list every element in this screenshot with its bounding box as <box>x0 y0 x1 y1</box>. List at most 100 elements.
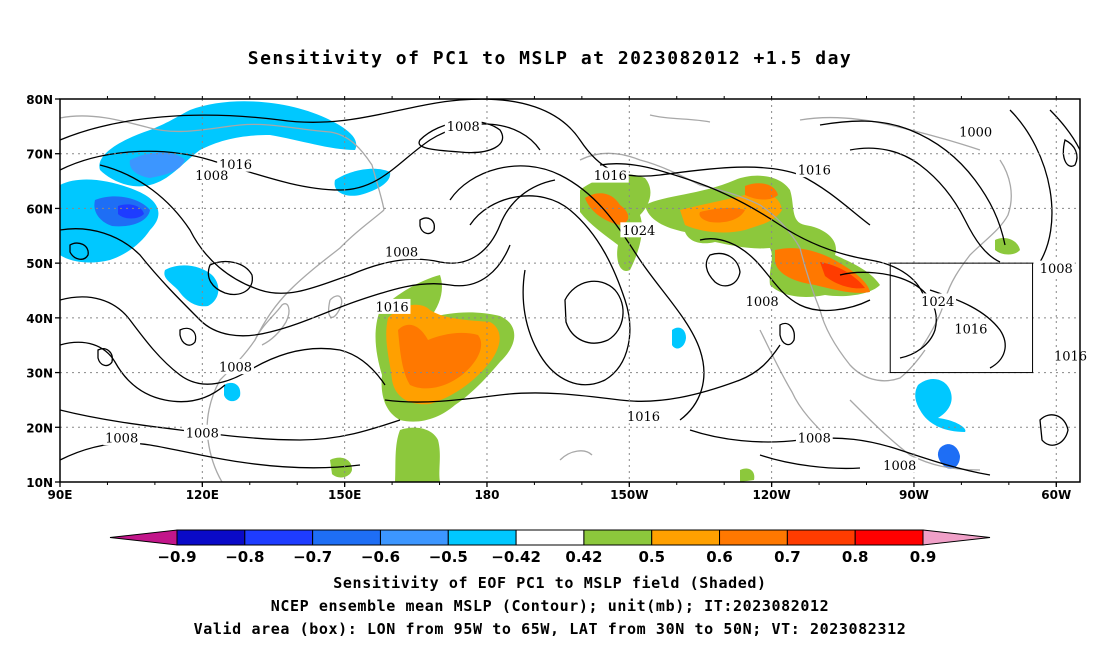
footer-line-2: NCEP ensemble mean MSLP (Contour); unit(… <box>270 597 830 615</box>
contour-label: 1016 <box>594 169 627 184</box>
contour-label-bg <box>881 457 919 473</box>
valid-area-box <box>889 262 1034 374</box>
colorbar-label: −0.9 <box>157 548 196 566</box>
contour-label-bg <box>743 293 781 309</box>
positive-red-great-lakes <box>820 262 865 289</box>
colorbar-high-triangle <box>922 529 991 546</box>
colorbar-label: 0.7 <box>774 548 801 566</box>
lon-tick-label: 90W <box>899 488 929 502</box>
positive-small-atlantic <box>740 468 755 482</box>
positive-small-dateline <box>330 457 352 478</box>
contour-label: 1016 <box>376 300 409 315</box>
lon-tick-label: 120W <box>752 488 790 502</box>
contour-label-bg <box>373 298 411 314</box>
colorbar-segment <box>651 529 721 546</box>
lat-tick-label: 20N <box>26 421 53 435</box>
colorbar-segment <box>176 529 246 546</box>
contour-label: 1016 <box>1054 350 1087 365</box>
colorbar-segment <box>379 529 449 546</box>
lon-tick-label: 60W <box>1041 488 1071 502</box>
colorbar: −0.9 −0.8 −0.7 −0.6 −0.5 −0.42 0.42 0.5 0.6 0.7 0.… <box>109 529 991 566</box>
colorbar-segment <box>312 529 381 546</box>
colorbar-segment <box>515 529 585 546</box>
contour-label-bg <box>795 162 833 178</box>
contour-label: 1016 <box>627 410 660 425</box>
contour-label: 1024 <box>622 224 655 239</box>
lat-tick-label: 50N <box>26 257 53 271</box>
negative-core-caribbean <box>937 444 960 469</box>
contour-label-bg <box>183 424 221 440</box>
contour-label-bg <box>919 293 957 309</box>
contour-label-bg <box>620 222 658 238</box>
grid-lines <box>60 99 1080 482</box>
contour-label: 1008 <box>746 295 779 310</box>
footer-line-3: Valid area (box): LON from 95W to 65W, L… <box>193 620 907 638</box>
map-frame <box>59 98 1081 483</box>
contour-label: 1016 <box>798 164 831 179</box>
colorbar-label: −0.6 <box>361 548 400 566</box>
contour-label-bg <box>193 167 231 183</box>
colorbar-label: 0.8 <box>842 548 869 566</box>
colorbar-segment <box>447 529 517 546</box>
colorbar-segment <box>854 529 924 546</box>
contour-label: 1008 <box>883 459 916 474</box>
lon-tick-label: 90E <box>48 488 73 502</box>
contour-label-bg <box>591 167 629 183</box>
colorbar-label: −0.8 <box>225 548 264 566</box>
lat-tick-label: 10N <box>26 476 53 490</box>
colorbar-label: −0.42 <box>491 548 541 566</box>
lat-tick-label: 40N <box>26 312 53 326</box>
colorbar-label: −0.5 <box>429 548 468 566</box>
coastlines <box>60 114 1012 482</box>
contour-label-bg <box>1037 260 1075 276</box>
footer-line-1: Sensitivity of EOF PC1 to MSLP field (Sh… <box>333 574 767 592</box>
lat-tick-label: 70N <box>26 148 53 162</box>
positive-green-central-pacific-south <box>395 427 440 482</box>
lon-tick-label: 150E <box>328 488 361 502</box>
negative-region-florida <box>915 378 966 432</box>
colorbar-label: 0.5 <box>638 548 665 566</box>
colorbar-segment <box>786 529 856 546</box>
contour-label: 1008 <box>447 120 480 135</box>
positive-dark-central-pacific <box>398 324 482 389</box>
contour-label-bg <box>952 320 990 336</box>
colorbar-label: 0.42 <box>565 548 602 566</box>
colorbar-segment <box>244 529 314 546</box>
negative-small-pacific <box>672 327 686 349</box>
contour-label: 1008 <box>219 361 252 376</box>
contour-label: 1016 <box>954 322 987 337</box>
colorbar-low-triangle <box>109 529 178 546</box>
contour-label: 1008 <box>798 432 831 447</box>
negative-small-sw <box>224 382 241 402</box>
lat-tick-label: 30N <box>26 367 53 381</box>
negative-region-okhotsk <box>334 168 391 196</box>
lon-tick-label: 120E <box>186 488 219 502</box>
positive-dark-hudson <box>745 183 778 200</box>
contour-label: 1008 <box>195 169 228 184</box>
colorbar-label: 0.6 <box>706 548 733 566</box>
colorbar-segment <box>583 529 653 546</box>
contour-label-bg <box>383 244 420 260</box>
contour-label-bg <box>625 408 662 424</box>
contour-label-bg <box>444 118 482 134</box>
colorbar-label: −0.7 <box>293 548 332 566</box>
contour-label-bg <box>217 359 254 375</box>
contour-label: 1008 <box>105 432 138 447</box>
contour-label-bg <box>957 123 995 139</box>
lat-tick-label: 60N <box>26 202 53 216</box>
contour-label: 1008 <box>1040 262 1073 277</box>
negative-region-siberia <box>129 152 185 178</box>
negative-region-mongolia <box>164 265 219 307</box>
contour-label: 1008 <box>385 246 418 261</box>
negative-core-inner <box>118 204 144 219</box>
lat-tick-label: 80N <box>26 93 53 107</box>
positive-dark-canada <box>699 207 745 223</box>
plot-title: Sensitivity of PC1 to MSLP at 2023082012… <box>247 48 853 69</box>
contour-label: 1024 <box>921 295 954 310</box>
colorbar-segment <box>719 529 788 546</box>
lon-tick-label: 180 <box>474 488 499 502</box>
contour-label: 1008 <box>186 426 219 441</box>
colorbar-label: 0.9 <box>910 548 937 566</box>
positive-small-labrador <box>995 238 1020 255</box>
